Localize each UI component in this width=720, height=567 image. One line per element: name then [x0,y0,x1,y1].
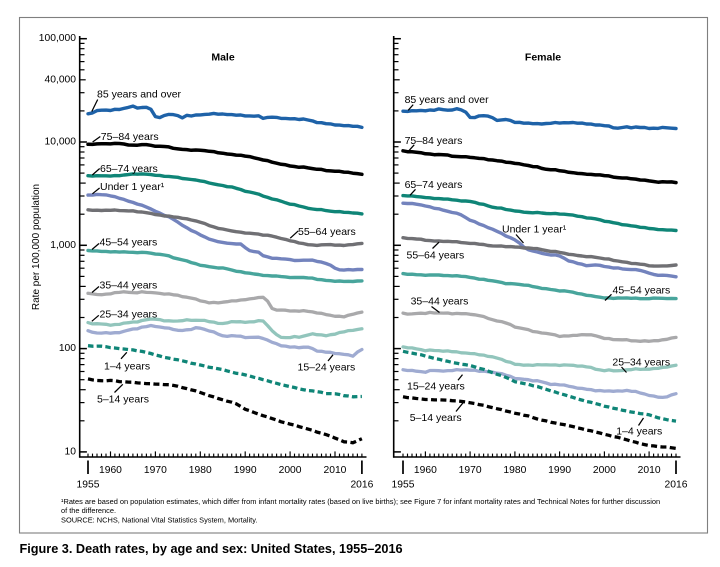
svg-text:5–14 years: 5–14 years [410,412,462,424]
svg-text:Male: Male [211,52,235,64]
svg-text:10,000: 10,000 [45,137,77,148]
svg-text:1980: 1980 [189,465,212,476]
svg-text:35–44 years: 35–44 years [100,280,158,292]
svg-text:5–14 years: 5–14 years [97,394,149,406]
svg-text:Under 1 year¹: Under 1 year¹ [502,224,567,236]
svg-text:Rate per 100,000 population: Rate per 100,000 population [31,184,42,310]
svg-text:75–84 years: 75–84 years [101,131,159,143]
svg-text:55–64 years: 55–64 years [298,226,356,238]
svg-text:85 years and over: 85 years and over [405,94,490,106]
svg-text:of the difference.: of the difference. [61,506,116,515]
svg-text:40,000: 40,000 [45,74,77,85]
svg-text:2016: 2016 [665,479,688,490]
svg-text:75–84 years: 75–84 years [405,135,463,147]
svg-text:15–24 years: 15–24 years [298,362,356,374]
svg-text:100,000: 100,000 [39,33,76,44]
svg-text:1980: 1980 [503,465,526,476]
svg-text:45–54 years: 45–54 years [100,237,158,249]
svg-text:2010: 2010 [638,465,661,476]
svg-text:2000: 2000 [593,465,616,476]
svg-text:1955: 1955 [77,479,100,490]
svg-text:65–74 years: 65–74 years [100,163,158,175]
svg-text:1970: 1970 [144,465,167,476]
svg-text:1960: 1960 [99,465,122,476]
svg-text:85 years and over: 85 years and over [97,89,182,101]
svg-text:¹Rates are based on population: ¹Rates are based on population estimates… [61,497,660,506]
svg-text:1–4 years: 1–4 years [104,361,150,373]
svg-text:Under 1 year¹: Under 1 year¹ [100,181,165,193]
svg-text:25–34 years: 25–34 years [100,309,158,321]
svg-text:10: 10 [65,447,77,458]
svg-text:SOURCE: NCHS, National Vital S: SOURCE: NCHS, National Vital Statistics … [61,515,257,524]
svg-text:45–54 years: 45–54 years [613,285,671,297]
svg-text:1960: 1960 [414,465,437,476]
svg-text:1,000: 1,000 [50,240,76,251]
svg-text:1990: 1990 [548,465,571,476]
svg-text:2010: 2010 [324,465,347,476]
svg-text:15–24 years: 15–24 years [407,381,465,393]
svg-text:Female: Female [525,52,561,64]
svg-text:35–44 years: 35–44 years [411,296,469,308]
svg-text:2000: 2000 [279,465,302,476]
svg-text:100: 100 [59,343,76,354]
svg-text:1–4 years: 1–4 years [616,426,662,438]
svg-text:1970: 1970 [459,465,482,476]
svg-text:55–64 years: 55–64 years [407,250,465,262]
svg-text:2016: 2016 [350,479,373,490]
svg-text:Figure 3. Death rates, by age: Figure 3. Death rates, by age and sex: U… [20,541,403,556]
svg-text:1955: 1955 [392,479,415,490]
svg-text:25–34 years: 25–34 years [612,357,670,369]
svg-text:1990: 1990 [234,465,257,476]
svg-text:65–74 years: 65–74 years [405,179,463,191]
